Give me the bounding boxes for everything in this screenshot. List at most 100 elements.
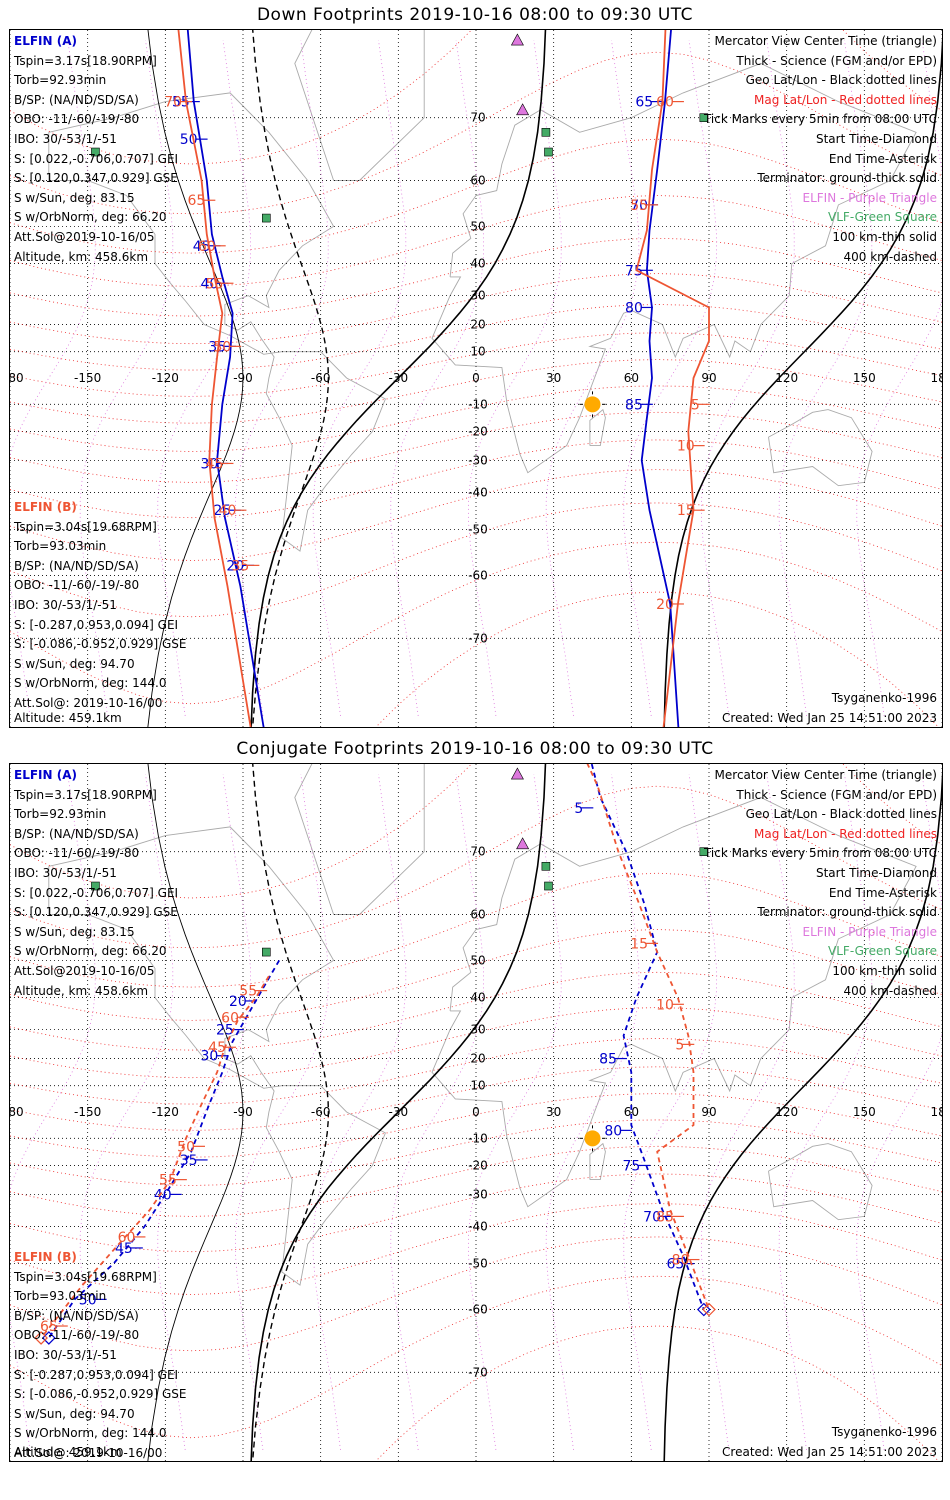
mag-lat-gridline — [10, 411, 942, 483]
legend-line: Thick - Science (FGM and/or EPD) — [736, 787, 937, 802]
lon-tick-label: -120 — [152, 371, 179, 385]
lon-tick-label: -180 — [10, 371, 24, 385]
lon-tick-label: -90 — [233, 371, 253, 385]
track-tick-label: 40 — [200, 276, 218, 292]
start-diamond — [34, 1331, 48, 1345]
elfin-marker — [516, 103, 530, 116]
mag-lat-gridline — [10, 785, 942, 949]
track-tick-label: 55 — [630, 198, 648, 214]
footprint-track — [177, 30, 252, 727]
info-line: Att.Sol@2019-10-16/05 — [14, 963, 155, 978]
mag-lat-gridline — [10, 138, 942, 254]
legend-line: Tick Marks every 5min from 08:00 UTC — [703, 846, 937, 861]
track-tick-label: 50 — [79, 1292, 97, 1308]
coastline — [294, 30, 425, 181]
mag-lon-gridline — [79, 40, 174, 716]
elfin-marker — [510, 33, 524, 46]
mag-lon-gridline — [623, 774, 717, 1450]
map-panel: -180 -150 -120 -90 -60 -30 0 30 60 90 120 150 180 -70… — [9, 29, 943, 728]
track-tick-label: 60 — [221, 1010, 239, 1026]
elfin-a-block: ELFIN (A) Tspin=3.17s[18.90RPM] Torb=92.… — [14, 32, 178, 267]
info-line: Att.Sol@: 2019-10-16/00 — [14, 1445, 163, 1460]
map-svg: -180 -150 -120 -90 -60 -30 0 30 60 90 120 150 180 -70… — [10, 30, 942, 727]
mag-lon-gridline — [545, 774, 640, 1450]
track-tick-label: 55 — [239, 984, 257, 1000]
map-panel: -180 -150 -120 -90 -60 -30 0 30 60 90 120 150 180 -70… — [9, 763, 943, 1462]
coastline — [48, 92, 386, 552]
terminator-line — [250, 764, 547, 1461]
info-line: S w/Sun, deg: 83.15 — [14, 190, 135, 205]
track-tick-label: 55 — [159, 1173, 177, 1189]
info-line: Torb=93.03min — [14, 539, 107, 554]
terminator-line — [663, 37, 942, 727]
elfin-marker — [516, 837, 530, 850]
mag-lon-gridline — [157, 40, 251, 716]
mag-lat-gridline — [10, 1093, 942, 1158]
elfin-b-block: ELFIN (B) Tspin=3.04s[19.68RPM] Torb=93.… — [14, 498, 187, 714]
info-line: S w/OrbNorm, deg: 144.0 — [14, 1426, 167, 1441]
lat-tick-label: 60 — [470, 907, 485, 921]
track-tick-label: 20 — [656, 597, 674, 613]
terminator-100km-line — [147, 30, 244, 727]
track-tick-label: 60 — [656, 95, 674, 111]
track-tick-label: 65 — [40, 1319, 58, 1335]
legend-line: ELFIN - Purple Triangle — [802, 924, 937, 939]
legend-line: Terminator: ground-thick solid — [757, 905, 937, 920]
lon-tick-label: -60 — [311, 371, 331, 385]
lat-tick-label: -60 — [468, 1303, 488, 1317]
track-tick-label: 85 — [625, 397, 643, 413]
track-tick-label: 15 — [630, 936, 648, 952]
legend-line: Mercator View Center Time (triangle) — [714, 34, 937, 48]
mag-lat-gridline — [10, 1173, 942, 1253]
info-line: Tspin=3.04s[19.68RPM] — [14, 1269, 157, 1284]
lon-tick-label: 30 — [546, 1105, 561, 1119]
info-line: IBO: 30/-53/1/-51 — [14, 1347, 117, 1362]
mag-lat-gridline — [10, 273, 942, 345]
legend-line: Mag Lat/Lon - Red dotted lines — [753, 826, 937, 841]
info-line: S: [-0.287,0.953,0.094] GEI — [14, 617, 179, 632]
chart-title: Down Footprints 2019-10-16 08:00 to 09:3… — [256, 5, 694, 25]
mag-lat-gridline — [10, 1066, 942, 1131]
model-label: Tsyganenko-1996 — [831, 1425, 937, 1439]
info-line: S: [0.120,0.347,0.929] GSE — [14, 171, 178, 186]
info-line: IBO: 30/-53/1/-51 — [14, 131, 117, 146]
coastline — [48, 826, 386, 1286]
info-line: OBO: -11/-60/-19/-80 — [14, 846, 140, 861]
mag-lon-gridline — [235, 774, 329, 1450]
mag-lon-gridline — [778, 774, 873, 1450]
track-tick-label: 80 — [604, 1123, 622, 1139]
lat-tick-label: -60 — [468, 569, 488, 583]
footprint-track — [635, 30, 710, 727]
lon-tick-label: -150 — [74, 1105, 101, 1119]
lon-tick-label: -120 — [152, 1105, 179, 1119]
vlf-marker — [91, 147, 100, 157]
lat-tick-label: -20 — [468, 424, 488, 438]
legend-line: VLF-Green Square — [828, 944, 937, 959]
info-line: B/SP: (NA/ND/SD/SA) — [14, 558, 139, 573]
track-tick-label: 70 — [164, 95, 182, 111]
info-line: Torb=92.93min — [14, 807, 107, 822]
lon-tick-label: 60 — [624, 371, 639, 385]
lat-tick-label: 40 — [470, 257, 485, 271]
info-line: S w/Sun, deg: 83.15 — [14, 924, 135, 939]
terminator-line — [250, 30, 547, 727]
legend-line: Terminator: ground-thick solid — [757, 171, 937, 186]
track-tick-label: 45 — [206, 456, 224, 472]
mag-lat-gridline — [10, 1007, 942, 1079]
info-line: IBO: 30/-53/1/-51 — [14, 865, 117, 880]
track-tick-label: 65 — [635, 95, 653, 111]
track-tick-label: 80 — [625, 300, 643, 316]
track-tick-label: 40 — [219, 503, 237, 519]
terminator-400km-line — [251, 764, 330, 1461]
mag-lon-gridline — [10, 774, 96, 1450]
lon-tick-label: -30 — [389, 1105, 409, 1119]
lat-tick-label: 30 — [470, 289, 485, 303]
mag-lon-gridline — [390, 774, 484, 1450]
terminator-100km-line — [147, 764, 244, 1461]
legend-line: ELFIN - Purple Triangle — [802, 190, 937, 205]
lat-tick-label: -70 — [468, 631, 488, 645]
terminator-line — [663, 771, 942, 1461]
mag-lon-gridline — [701, 774, 795, 1450]
info-line: OBO: -11/-60/-19/-80 — [14, 1328, 140, 1343]
track-tick-label: 40 — [154, 1187, 172, 1203]
